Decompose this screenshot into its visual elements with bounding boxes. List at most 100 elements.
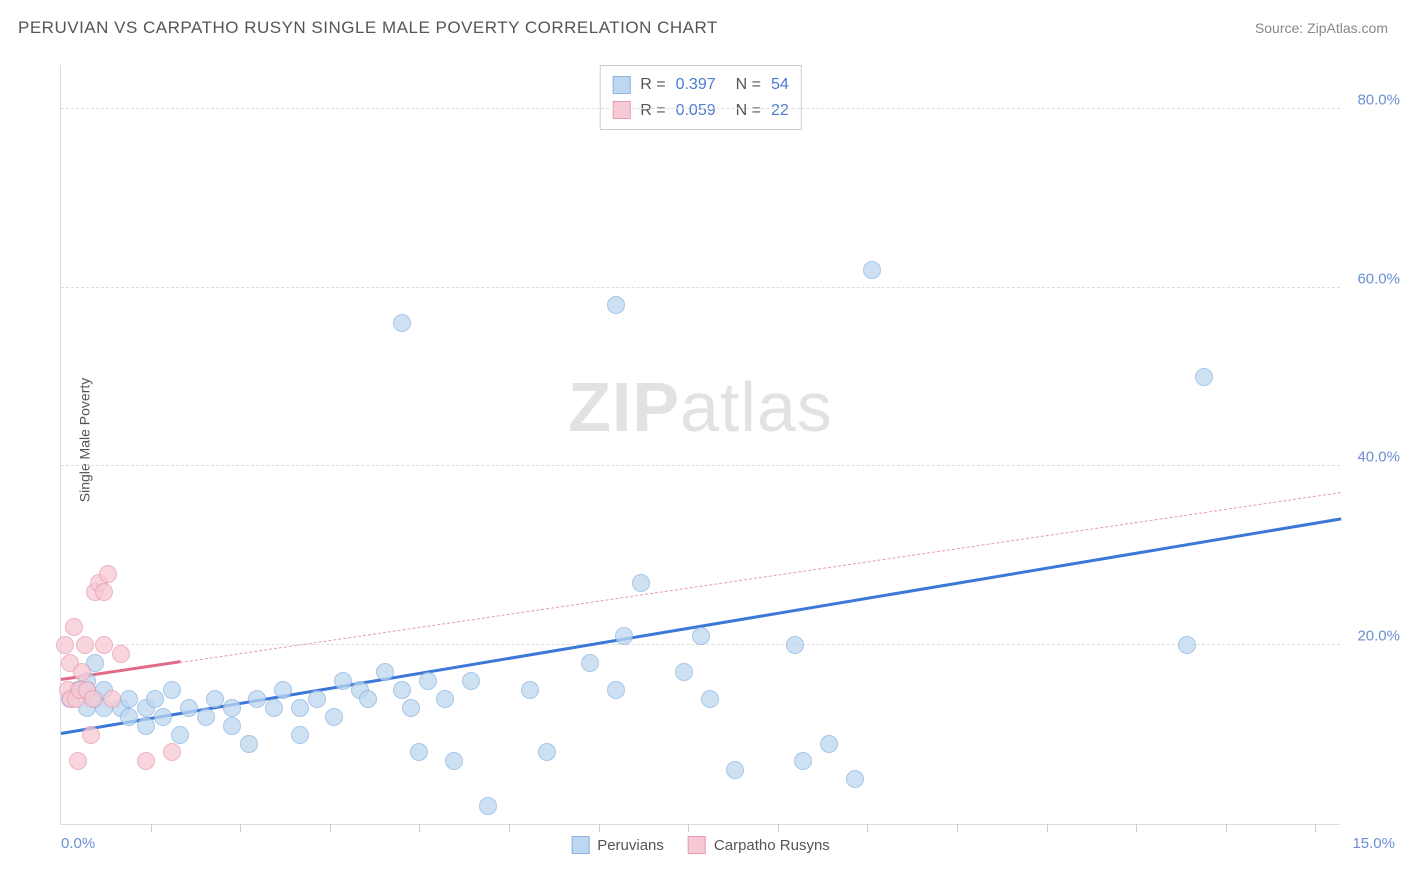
legend-swatch-icon [571,836,589,854]
scatter-point [291,699,309,717]
scatter-point [99,565,117,583]
scatter-point [171,726,189,744]
legend-item-carpatho: Carpatho Rusyns [688,836,830,854]
scatter-point [410,743,428,761]
scatter-point [206,690,224,708]
x-tick [151,824,152,832]
scatter-point [1195,368,1213,386]
legend-label-peruvians: Peruvians [597,837,664,854]
x-tick [867,824,868,832]
y-tick-label: 80.0% [1345,91,1400,108]
x-tick-label-max: 15.0% [1352,835,1395,852]
scatter-point [632,574,650,592]
legend-r-label-0: R = [640,72,665,98]
scatter-point [291,726,309,744]
scatter-point [786,636,804,654]
chart-title: PERUVIAN VS CARPATHO RUSYN SINGLE MALE P… [18,18,718,38]
scatter-point [615,627,633,645]
grid-line [61,287,1340,288]
legend-series: Peruvians Carpatho Rusyns [571,836,830,854]
scatter-point [325,708,343,726]
scatter-point [73,663,91,681]
scatter-point [154,708,172,726]
x-tick [1136,824,1137,832]
x-tick [778,824,779,832]
scatter-point [1178,636,1196,654]
grid-line [61,465,1340,466]
scatter-point [393,314,411,332]
scatter-point [479,797,497,815]
y-tick-label: 60.0% [1345,270,1400,287]
scatter-point [197,708,215,726]
scatter-point [84,690,102,708]
legend-swatch-icon [688,836,706,854]
scatter-point [76,636,94,654]
scatter-point [334,672,352,690]
x-tick [240,824,241,832]
legend-r-label-1: R = [640,98,665,124]
watermark-atlas: atlas [680,368,833,446]
watermark-zip: ZIP [568,368,680,446]
scatter-point [248,690,266,708]
scatter-point [521,681,539,699]
scatter-point [308,690,326,708]
y-tick-label: 40.0% [1345,449,1400,466]
scatter-point [137,752,155,770]
scatter-point [726,761,744,779]
scatter-point [445,752,463,770]
x-tick [957,824,958,832]
scatter-point [820,735,838,753]
x-tick-label-min: 0.0% [61,835,95,852]
plot-area: ZIPatlas R = 0.397 N = 54 R = 0.059 N = … [60,65,1340,825]
scatter-point [95,636,113,654]
scatter-point [112,645,130,663]
scatter-point [56,636,74,654]
chart-source: Source: ZipAtlas.com [1255,20,1388,36]
legend-stats-row-1: R = 0.059 N = 22 [612,98,789,124]
scatter-point [163,743,181,761]
scatter-point [701,690,719,708]
x-tick [1047,824,1048,832]
legend-label-carpatho: Carpatho Rusyns [714,837,830,854]
scatter-point [274,681,292,699]
legend-stats-row-0: R = 0.397 N = 54 [612,72,789,98]
legend-stats-box: R = 0.397 N = 54 R = 0.059 N = 22 [599,65,802,130]
scatter-point [581,654,599,672]
scatter-point [65,618,83,636]
chart-container: Single Male Poverty ZIPatlas R = 0.397 N… [50,55,1350,825]
y-tick-label: 20.0% [1345,628,1400,645]
scatter-point [180,699,198,717]
x-tick [599,824,600,832]
legend-swatch-carpatho [612,101,630,119]
legend-n-value-1: 22 [771,98,789,124]
legend-swatch-peruvians [612,76,630,94]
legend-n-label-0: N = [736,72,761,98]
trend-line-dashed [180,492,1341,663]
scatter-point [223,717,241,735]
legend-item-peruvians: Peruvians [571,836,664,854]
legend-n-label-1: N = [736,98,761,124]
scatter-point [82,726,100,744]
scatter-point [863,261,881,279]
x-tick [688,824,689,832]
scatter-point [359,690,377,708]
scatter-point [69,752,87,770]
scatter-point [95,583,113,601]
scatter-point [692,627,710,645]
x-tick [1315,824,1316,832]
scatter-point [462,672,480,690]
scatter-point [376,663,394,681]
watermark: ZIPatlas [568,367,833,447]
scatter-point [393,681,411,699]
scatter-point [607,681,625,699]
scatter-point [120,708,138,726]
scatter-point [419,672,437,690]
scatter-point [146,690,164,708]
legend-r-value-1: 0.059 [676,98,716,124]
x-tick [330,824,331,832]
scatter-point [794,752,812,770]
scatter-point [265,699,283,717]
legend-n-value-0: 54 [771,72,789,98]
scatter-point [538,743,556,761]
scatter-point [240,735,258,753]
